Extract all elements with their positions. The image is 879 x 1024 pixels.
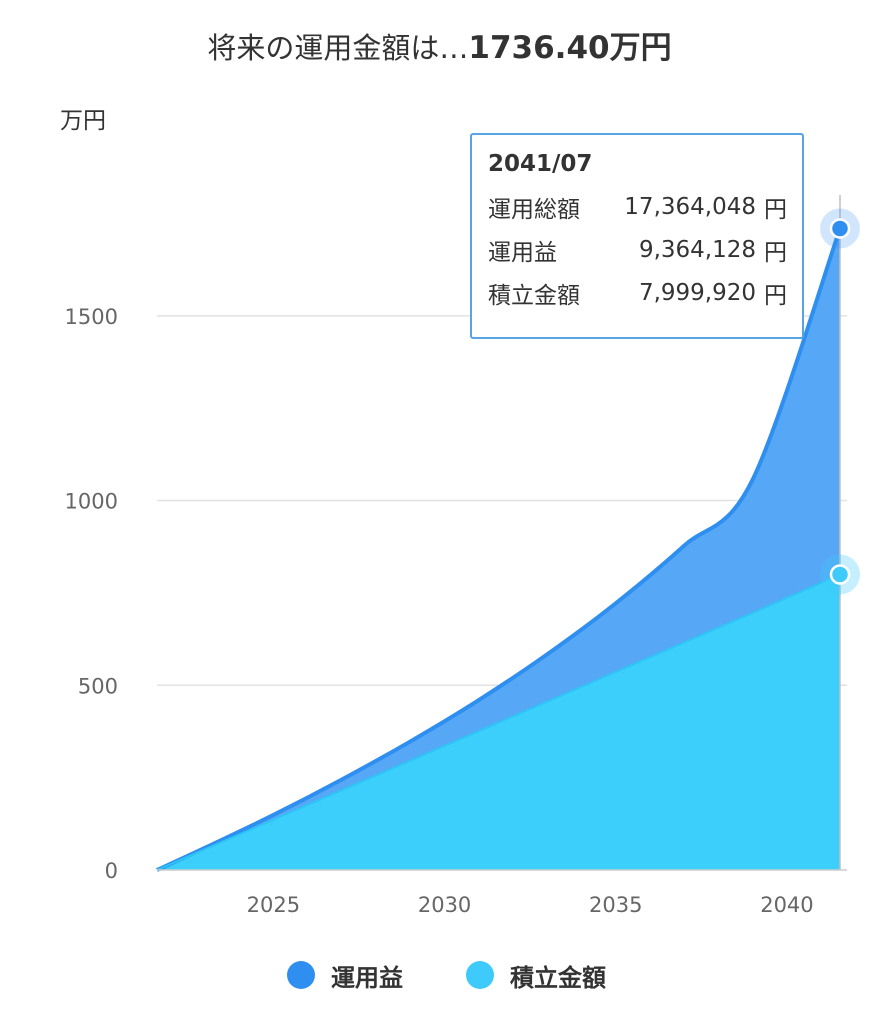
title-amount: 1736.40万円 (468, 30, 672, 66)
tooltip-date: 2041/07 (488, 151, 593, 177)
highlight-point-profit (829, 218, 851, 239)
y-tick-label: 1500 (65, 305, 118, 329)
series-area-contribution (157, 574, 840, 870)
chart-tooltip: 2041/07 運用総額 17,364,048 円 運用益 9,364,128 … (470, 133, 804, 339)
y-tick-label: 0 (105, 859, 118, 883)
legend-label-profit: 運用益 (331, 963, 403, 992)
tooltip-value: 7,999,920 (638, 279, 756, 306)
chart-legend: 運用益 積立金額 (0, 955, 879, 995)
tooltip-label: 積立金額 (488, 282, 580, 309)
legend-dot-contribution (466, 961, 494, 989)
x-tick-label: 2025 (247, 893, 300, 917)
x-tick-label: 2030 (418, 893, 471, 917)
series-line-contribution (156, 573, 841, 871)
y-tick-label: 500 (78, 674, 118, 698)
y-tick-label: 1000 (65, 490, 118, 514)
x-tick-label: 2040 (760, 893, 813, 917)
tooltip-unit: 円 (764, 196, 787, 223)
y-axis-label: 万円 (60, 108, 106, 134)
legend-item-profit[interactable]: 運用益 (287, 955, 403, 995)
page-title: 将来の運用金額は…1736.40万円 (0, 22, 879, 67)
highlight-point-contribution (829, 564, 851, 585)
tooltip-row-contribution: 積立金額 7,999,920 円 (488, 271, 802, 314)
legend-dot-profit (287, 961, 315, 989)
tooltip-unit: 円 (764, 282, 787, 309)
tooltip-row-profit: 運用益 9,364,128 円 (488, 228, 802, 271)
tooltip-label: 運用益 (488, 239, 557, 266)
series-line-profit (156, 227, 842, 872)
tooltip-label: 運用総額 (488, 196, 580, 223)
tooltip-value: 17,364,048 (624, 193, 756, 220)
tooltip-row-total: 運用総額 17,364,048 円 (488, 185, 802, 228)
title-prefix: 将来の運用金額は… (207, 31, 469, 65)
x-tick-label: 2035 (589, 893, 642, 917)
legend-label-contribution: 積立金額 (510, 963, 606, 992)
tooltip-unit: 円 (764, 239, 787, 266)
tooltip-value: 9,364,128 (638, 236, 756, 263)
legend-item-contribution[interactable]: 積立金額 (466, 955, 606, 995)
